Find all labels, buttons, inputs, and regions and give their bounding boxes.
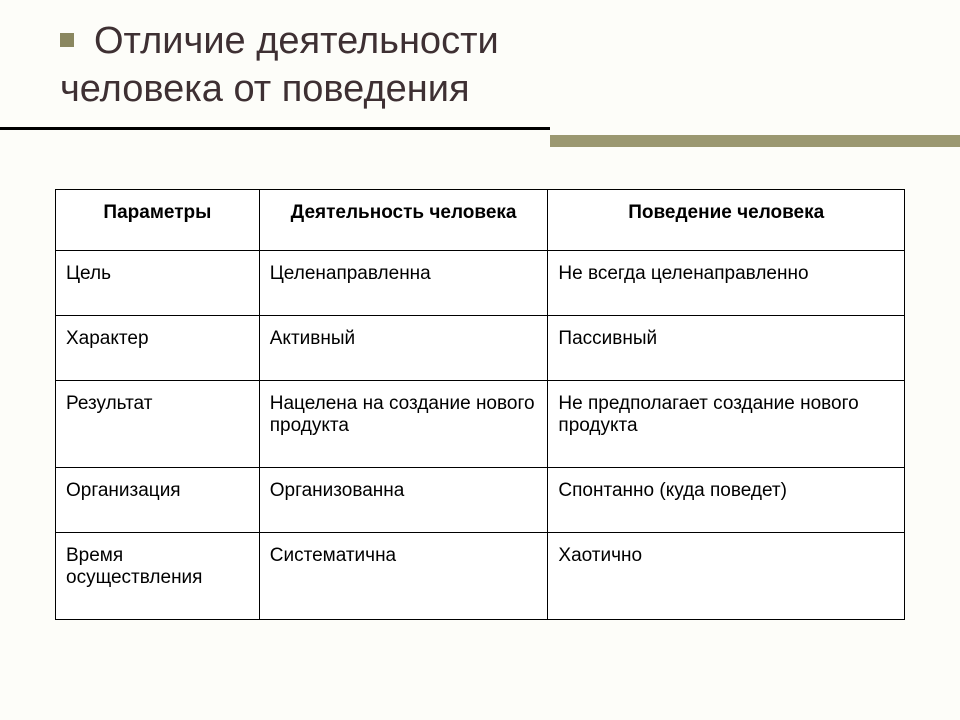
- table-row: Время осуществления Систематична Хаотичн…: [56, 533, 905, 620]
- title-area: Отличие деятельности человека от поведен…: [0, 0, 960, 113]
- cell-param: Цель: [56, 251, 260, 316]
- table-row: Цель Целенаправленна Не всегда целенапра…: [56, 251, 905, 316]
- cell-param: Время осуществления: [56, 533, 260, 620]
- divider: [0, 127, 960, 149]
- cell-activity: Нацелена на создание нового продукта: [259, 381, 548, 468]
- cell-behavior: Не предполагает создание нового продукта: [548, 381, 905, 468]
- cell-activity: Организованна: [259, 468, 548, 533]
- slide: Отличие деятельности человека от поведен…: [0, 0, 960, 720]
- cell-activity: Систематична: [259, 533, 548, 620]
- divider-thin: [0, 127, 550, 130]
- cell-param: Организация: [56, 468, 260, 533]
- bullet-icon: [60, 33, 74, 47]
- cell-activity: Целенаправленна: [259, 251, 548, 316]
- cell-param: Результат: [56, 381, 260, 468]
- title-line-2: человека от поведения: [60, 68, 470, 110]
- slide-title: Отличие деятельности человека от поведен…: [60, 18, 960, 113]
- cell-param: Характер: [56, 316, 260, 381]
- title-line-1: Отличие деятельности: [94, 20, 499, 62]
- table-row: Характер Активный Пассивный: [56, 316, 905, 381]
- comparison-table: Параметры Деятельность человека Поведени…: [55, 189, 905, 620]
- table-row: Результат Нацелена на создание нового пр…: [56, 381, 905, 468]
- comparison-table-wrap: Параметры Деятельность человека Поведени…: [55, 189, 905, 620]
- cell-behavior: Пассивный: [548, 316, 905, 381]
- cell-behavior: Хаотично: [548, 533, 905, 620]
- divider-thick: [550, 135, 960, 147]
- cell-behavior: Спонтанно (куда поведет): [548, 468, 905, 533]
- table-row: Организация Организованна Спонтанно (куд…: [56, 468, 905, 533]
- col-header-behavior: Поведение человека: [548, 190, 905, 251]
- col-header-params: Параметры: [56, 190, 260, 251]
- cell-behavior: Не всегда целенаправленно: [548, 251, 905, 316]
- col-header-activity: Деятельность человека: [259, 190, 548, 251]
- table-header-row: Параметры Деятельность человека Поведени…: [56, 190, 905, 251]
- cell-activity: Активный: [259, 316, 548, 381]
